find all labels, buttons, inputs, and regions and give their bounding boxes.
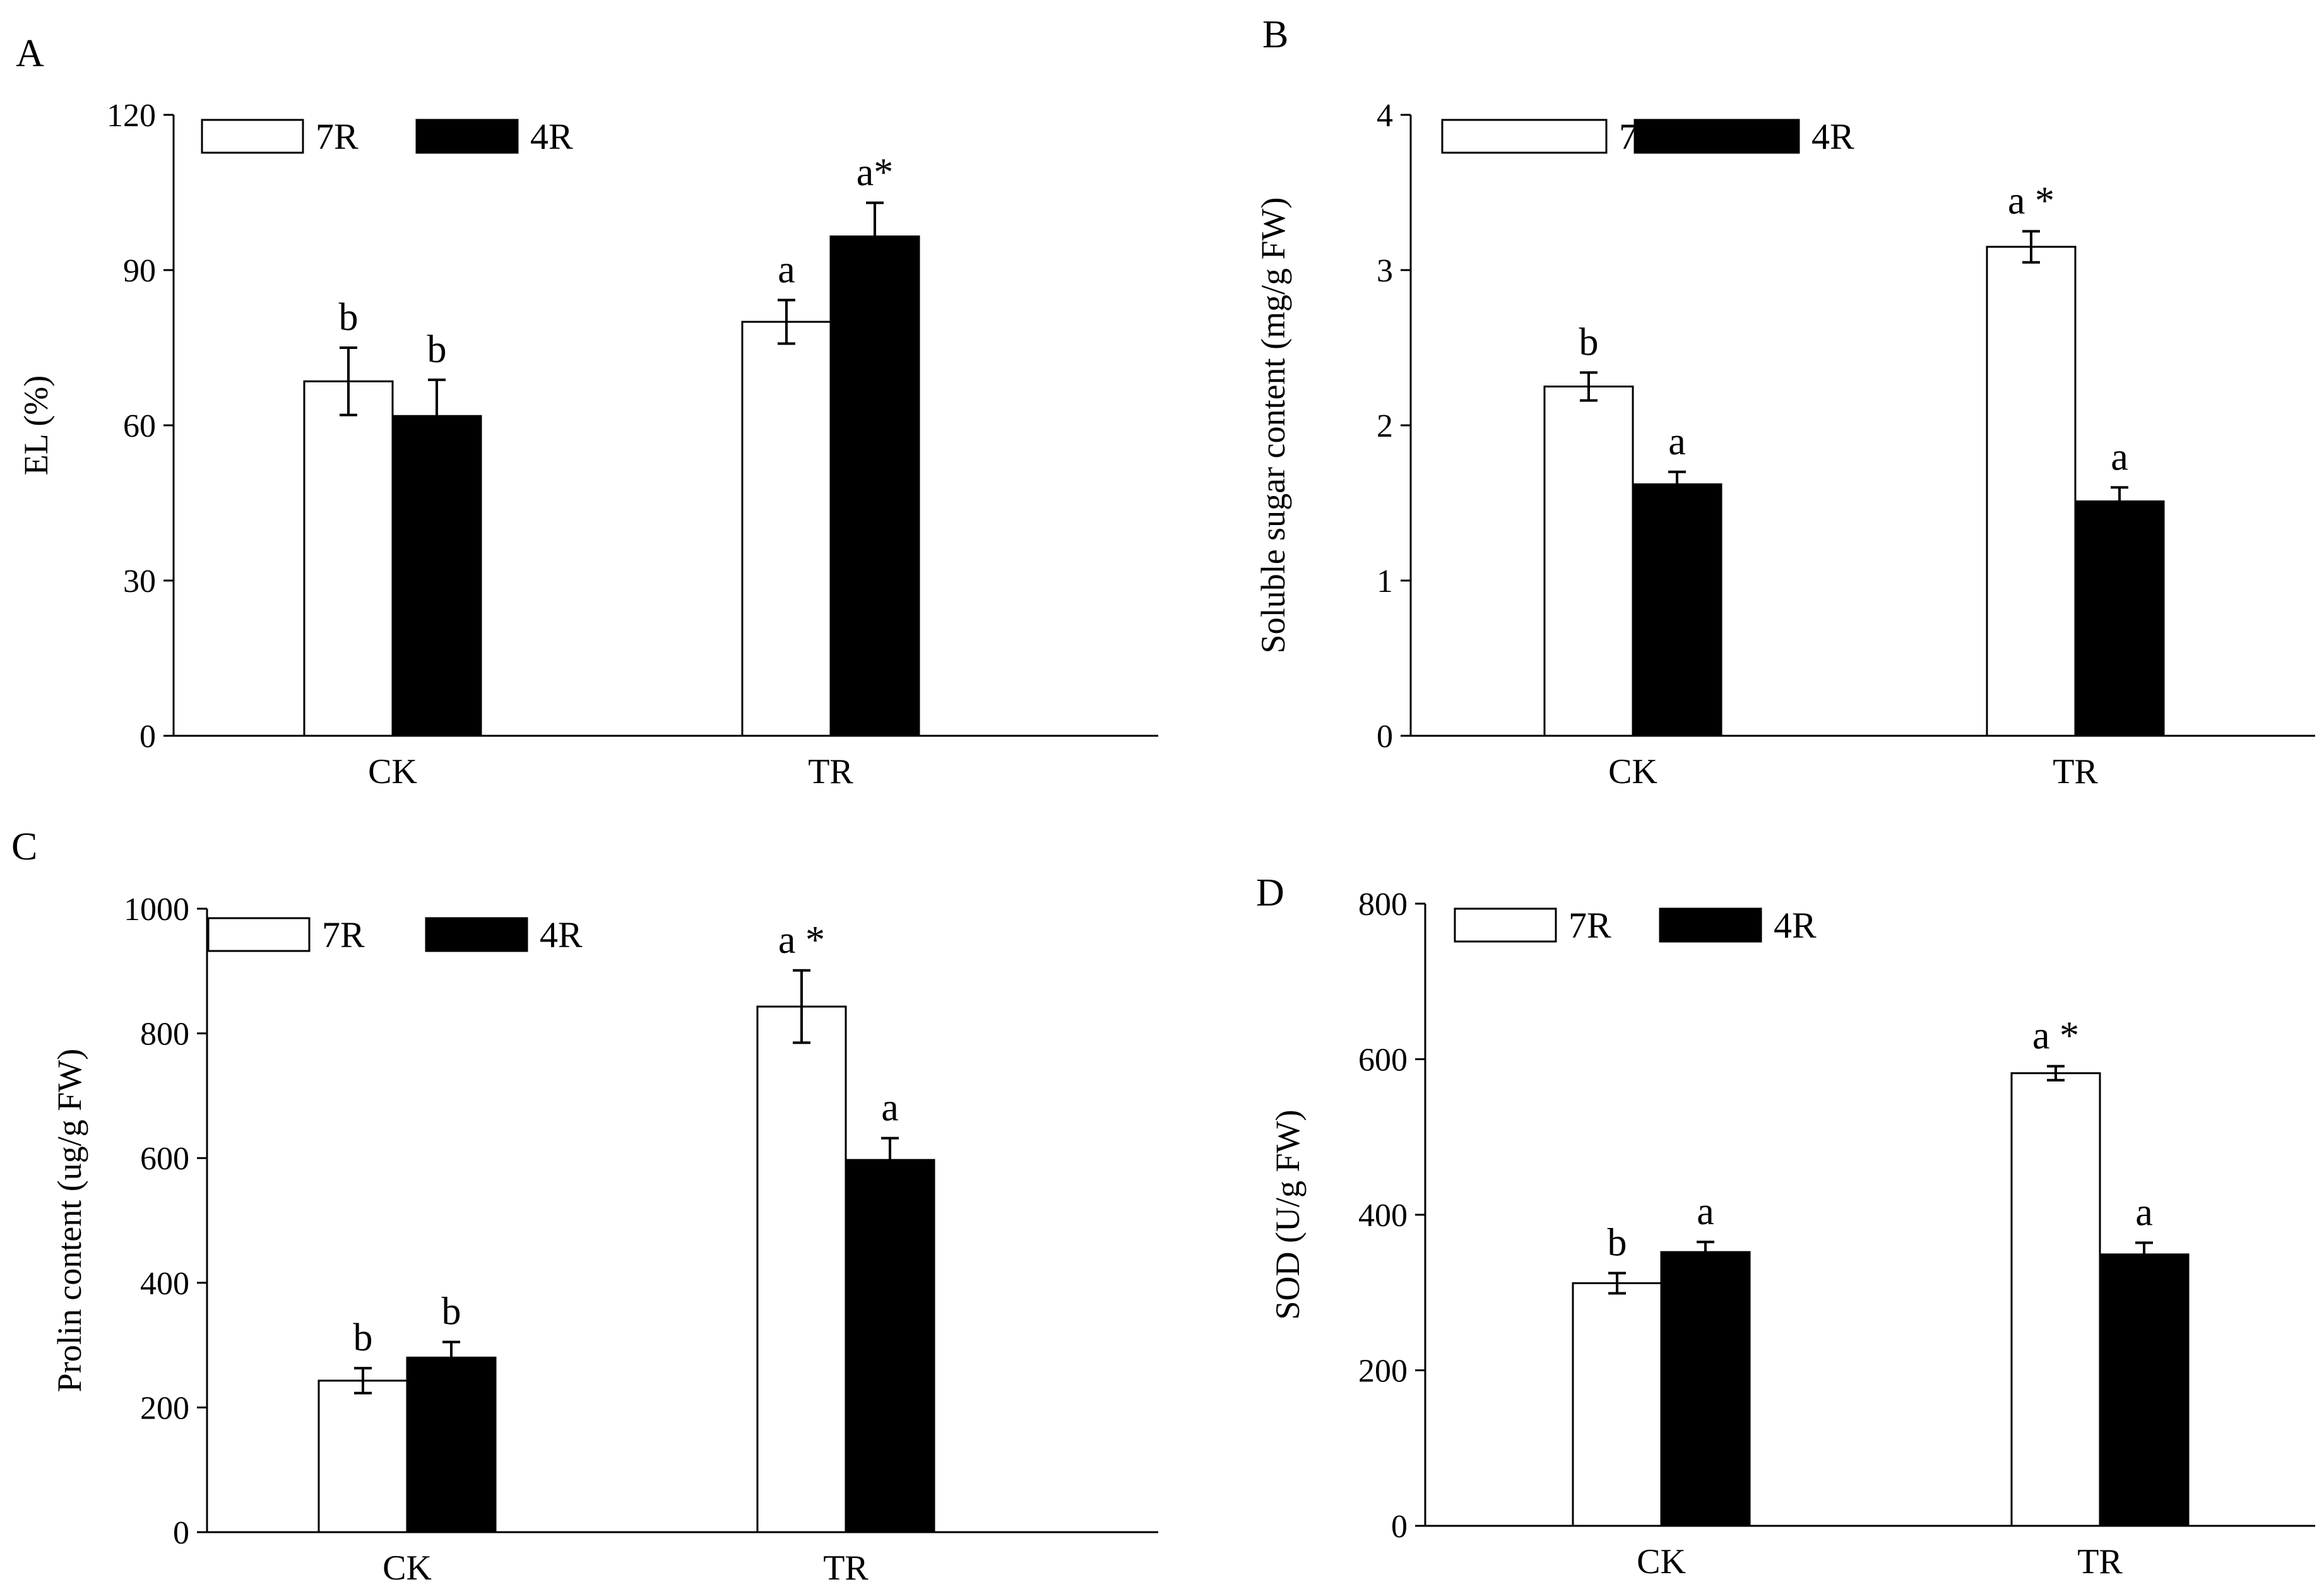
significance-label: a * (2032, 1015, 2079, 1058)
significance-label: a (1697, 1190, 1714, 1233)
x-tick-label: CK (1608, 752, 1657, 791)
y-axis-title: Prolin content (ug/g FW) (50, 1049, 88, 1392)
legend-label-4r: 4R (1811, 116, 1854, 157)
y-axis-title: Soluble sugar content (mg/g FW) (1254, 198, 1292, 654)
x-tick-label: TR (2077, 1542, 2123, 1581)
significance-label: a (881, 1087, 899, 1130)
panel-label: A (16, 32, 44, 75)
y-tick-label: 600 (1358, 1042, 1408, 1078)
y-tick-label: 1000 (124, 892, 189, 928)
significance-label: a (1668, 420, 1686, 463)
y-axis-title: SOD (U/g FW) (1269, 1110, 1307, 1320)
x-tick-label: TR (2053, 752, 2098, 791)
panel-a: A 0 30 60 90 120 EL (%) CK b b TR a a* 7R 4R (16, 32, 1158, 791)
bar-4r (829, 235, 920, 737)
legend-label-4r: 4R (1774, 905, 1817, 946)
y-tick-label: 30 (123, 564, 156, 599)
panel-label: B (1262, 13, 1288, 56)
bar-4r (391, 415, 482, 737)
panel-label: D (1256, 871, 1284, 914)
legend-swatch-4r (1659, 907, 1762, 943)
panel-b: B 0 1 2 3 4 Soluble sugar content (mg/g FW) CK b… (1254, 13, 2315, 791)
legend-label-7r: 7R (322, 914, 365, 955)
y-tick-label: 4 (1377, 98, 1393, 134)
bar-4r (1660, 1251, 1751, 1527)
legend-swatch-7r (201, 119, 304, 154)
x-tick-label: CK (1637, 1542, 1686, 1581)
legend-label-4r: 4R (530, 116, 573, 157)
bar-4r (2099, 1253, 2190, 1527)
legend-label-7r: 7R (1568, 905, 1611, 946)
y-tick-label: 600 (140, 1141, 189, 1177)
legend-swatch-4r (415, 119, 519, 154)
y-tick-label: 2 (1377, 408, 1393, 444)
x-tick-label: TR (808, 752, 853, 791)
significance-label: b (1608, 1221, 1627, 1264)
x-tick-label: CK (382, 1549, 432, 1588)
y-tick-label: 90 (123, 253, 156, 289)
legend-swatch-4r (425, 917, 528, 952)
legend-swatch-7r (1441, 119, 1608, 154)
significance-label: a (2111, 435, 2128, 478)
bar-4r (1632, 483, 1722, 737)
y-tick-label: 800 (1358, 887, 1408, 923)
y-axis-title: EL (%) (17, 375, 55, 475)
significance-label: b (1579, 321, 1599, 363)
y-tick-label: 0 (173, 1515, 189, 1551)
bar-7r (317, 1379, 408, 1533)
y-tick-label: 400 (140, 1266, 189, 1302)
bar-7r (756, 1005, 847, 1533)
significance-label: b (427, 328, 447, 371)
significance-label: b (339, 296, 359, 339)
y-tick-label: 0 (1391, 1509, 1408, 1545)
significance-label: a (2135, 1191, 2153, 1234)
panel-c: C 0 200 400 600 800 1000 Prolin content (ug/g F… (11, 825, 1158, 1588)
bar-7r (741, 321, 832, 737)
bar-4r (406, 1356, 497, 1533)
y-tick-label: 120 (107, 98, 156, 134)
legend-label-4r: 4R (540, 914, 583, 955)
legend-label-7r: 7R (316, 116, 359, 157)
y-tick-label: 0 (1377, 719, 1393, 755)
y-tick-label: 3 (1377, 253, 1393, 289)
legend-swatch-7r (1454, 907, 1557, 943)
y-tick-label: 200 (140, 1390, 189, 1426)
y-tick-label: 200 (1358, 1354, 1408, 1390)
bar-4r (845, 1159, 935, 1533)
bar-7r (303, 380, 394, 737)
legend-swatch-4r (1633, 119, 1800, 154)
y-tick-label: 0 (139, 719, 156, 755)
panel-d: D 0 200 400 600 800 SOD (U/g FW) CK b a TR a * a 7R 4R (1256, 871, 2315, 1581)
x-tick-label: CK (368, 752, 417, 791)
legend-swatch-7r (207, 917, 311, 952)
significance-label: b (353, 1316, 373, 1359)
significance-label: a (778, 249, 795, 292)
y-tick-label: 400 (1358, 1198, 1408, 1234)
y-tick-label: 1 (1377, 564, 1393, 599)
bar-4r (2074, 500, 2165, 737)
y-tick-label: 60 (123, 408, 156, 444)
bar-7r (1572, 1282, 1663, 1527)
significance-label: a * (778, 919, 825, 962)
significance-label: a* (857, 151, 894, 194)
y-tick-label: 800 (140, 1017, 189, 1053)
significance-label: b (442, 1290, 461, 1333)
x-tick-label: TR (823, 1549, 869, 1588)
panel-label: C (11, 825, 37, 868)
bar-7r (1986, 245, 2077, 737)
bar-7r (2010, 1072, 2101, 1527)
bar-7r (1543, 386, 1634, 737)
significance-label: a * (2008, 180, 2054, 223)
